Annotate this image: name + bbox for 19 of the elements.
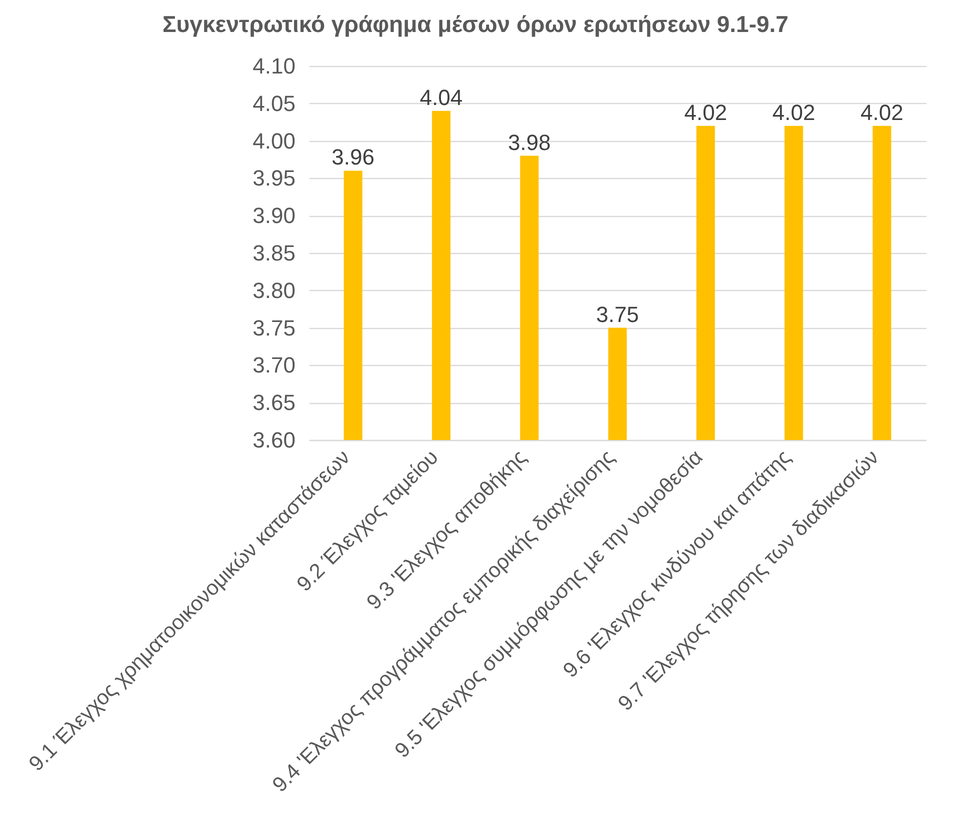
y-tick-label: 3.70 bbox=[252, 352, 296, 378]
data-label: 4.04 bbox=[420, 84, 463, 110]
y-tick-label: 3.90 bbox=[252, 203, 296, 228]
y-tick-label: 3.80 bbox=[252, 278, 296, 303]
y-tick-label: 3.95 bbox=[252, 166, 296, 191]
data-label: 3.96 bbox=[332, 144, 374, 170]
y-tick-label: 3.85 bbox=[252, 240, 296, 266]
y-tick-label: 4.10 bbox=[252, 54, 296, 78]
y-tick-label: 3.65 bbox=[252, 390, 296, 416]
data-label: 4.02 bbox=[684, 100, 728, 125]
y-tick-label: 3.75 bbox=[252, 315, 296, 340]
chart-title: Συγκεντρωτικό γράφημα μέσων όρων ερωτήσεων 9.1-9.7 bbox=[162, 11, 788, 37]
data-label: 4.02 bbox=[772, 100, 816, 125]
data-label: 3.98 bbox=[508, 130, 551, 155]
y-tick-label: 4.00 bbox=[252, 128, 296, 154]
data-label: 4.02 bbox=[860, 100, 904, 125]
data-label: 3.75 bbox=[596, 302, 639, 327]
y-tick-label: 4.05 bbox=[252, 90, 296, 116]
y-tick-label: 3.60 bbox=[252, 428, 296, 452]
